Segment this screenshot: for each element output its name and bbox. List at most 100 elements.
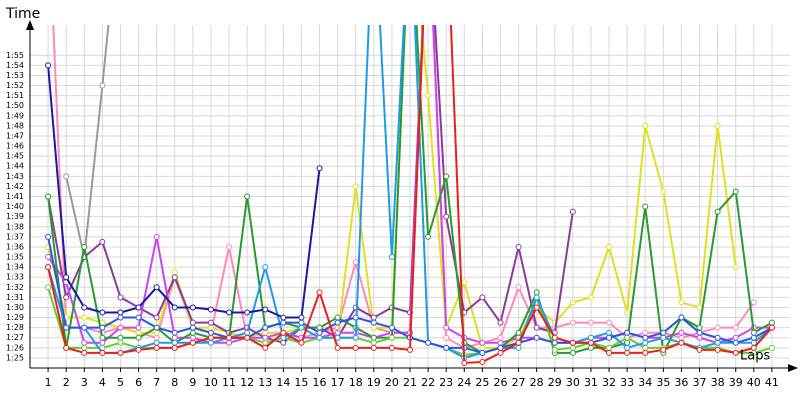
y-tick-label: 1:54	[6, 61, 24, 70]
data-point	[280, 314, 287, 321]
data-point	[479, 294, 486, 301]
data-point	[117, 349, 124, 356]
data-point	[768, 344, 775, 351]
data-point	[298, 314, 305, 321]
data-point	[99, 82, 106, 89]
data-point	[81, 339, 88, 346]
x-tick-label: 12	[240, 376, 254, 389]
data-point	[642, 329, 649, 336]
data-point	[153, 284, 160, 291]
y-tick-label: 1:47	[6, 131, 24, 140]
data-point	[425, 233, 432, 240]
data-point	[316, 324, 323, 331]
data-point	[497, 319, 504, 326]
data-point	[587, 339, 594, 346]
x-tick-label: 19	[367, 376, 381, 389]
data-point	[316, 334, 323, 341]
data-point	[370, 319, 377, 326]
data-point	[768, 324, 775, 331]
data-point	[388, 344, 395, 351]
data-point	[298, 319, 305, 326]
data-point	[316, 329, 323, 336]
y-axis-label: Time	[5, 6, 40, 22]
x-tick-label: 18	[349, 376, 363, 389]
x-tick-label: 23	[439, 376, 453, 389]
x-tick-label: 37	[693, 376, 707, 389]
x-tick-label: 29	[548, 376, 562, 389]
data-point	[135, 324, 142, 331]
data-point	[714, 334, 721, 341]
data-point	[352, 314, 359, 321]
data-point	[81, 324, 88, 331]
data-point	[624, 339, 631, 346]
y-tick-label: 1:44	[6, 162, 24, 171]
data-point	[497, 344, 504, 351]
data-point	[262, 329, 269, 336]
x-tick-label: 33	[620, 376, 634, 389]
data-point	[479, 358, 486, 365]
data-point	[334, 319, 341, 326]
data-point	[606, 344, 613, 351]
data-point	[207, 306, 214, 313]
y-tick-label: 1:26	[6, 343, 24, 352]
x-tick-label: 17	[331, 376, 345, 389]
data-point	[171, 269, 178, 276]
data-point	[642, 122, 649, 129]
data-point	[262, 339, 269, 346]
data-point	[443, 344, 450, 351]
data-point	[63, 324, 70, 331]
y-tick-label: 1:46	[6, 142, 24, 151]
data-point	[587, 319, 594, 326]
data-point	[352, 334, 359, 341]
data-point	[370, 334, 377, 341]
data-point	[99, 324, 106, 331]
data-point	[587, 294, 594, 301]
data-point	[606, 243, 613, 250]
data-point	[117, 339, 124, 346]
data-point	[153, 233, 160, 240]
data-point	[226, 334, 233, 341]
x-tick-label: 38	[711, 376, 725, 389]
data-point	[135, 329, 142, 336]
x-tick-label: 8	[171, 376, 178, 389]
data-point	[171, 339, 178, 346]
data-point	[63, 294, 70, 301]
x-tick-label: 22	[421, 376, 435, 389]
data-point	[189, 324, 196, 331]
data-point	[714, 346, 721, 353]
data-point	[714, 208, 721, 215]
data-point	[660, 346, 667, 353]
data-point	[352, 259, 359, 266]
data-point	[45, 264, 52, 271]
x-tick-label: 26	[493, 376, 507, 389]
data-point	[298, 339, 305, 346]
series-line	[47, 25, 574, 344]
data-point	[642, 344, 649, 351]
data-point	[262, 264, 269, 271]
data-point	[569, 319, 576, 326]
data-point	[606, 334, 613, 341]
x-tick-label: 31	[584, 376, 598, 389]
x-tick-label: 4	[99, 376, 106, 389]
data-point	[135, 334, 142, 341]
data-point	[696, 304, 703, 311]
y-tick-label: 1:36	[6, 242, 24, 251]
data-point	[425, 92, 432, 99]
x-tick-label: 25	[475, 376, 489, 389]
x-tick-label: 32	[602, 376, 616, 389]
y-tick-label: 1:29	[6, 313, 24, 322]
data-point	[587, 334, 594, 341]
data-point	[280, 329, 287, 336]
y-tick-label: 1:30	[6, 303, 24, 312]
data-point	[153, 314, 160, 321]
y-tick-label: 1:45	[6, 152, 24, 161]
data-point	[642, 334, 649, 341]
data-point	[63, 344, 70, 351]
y-tick-label: 1:55	[6, 51, 24, 60]
data-point	[153, 324, 160, 331]
data-point	[189, 329, 196, 336]
data-point	[189, 304, 196, 311]
data-point	[732, 188, 739, 195]
data-point	[696, 334, 703, 341]
x-tick-label: 16	[313, 376, 327, 389]
